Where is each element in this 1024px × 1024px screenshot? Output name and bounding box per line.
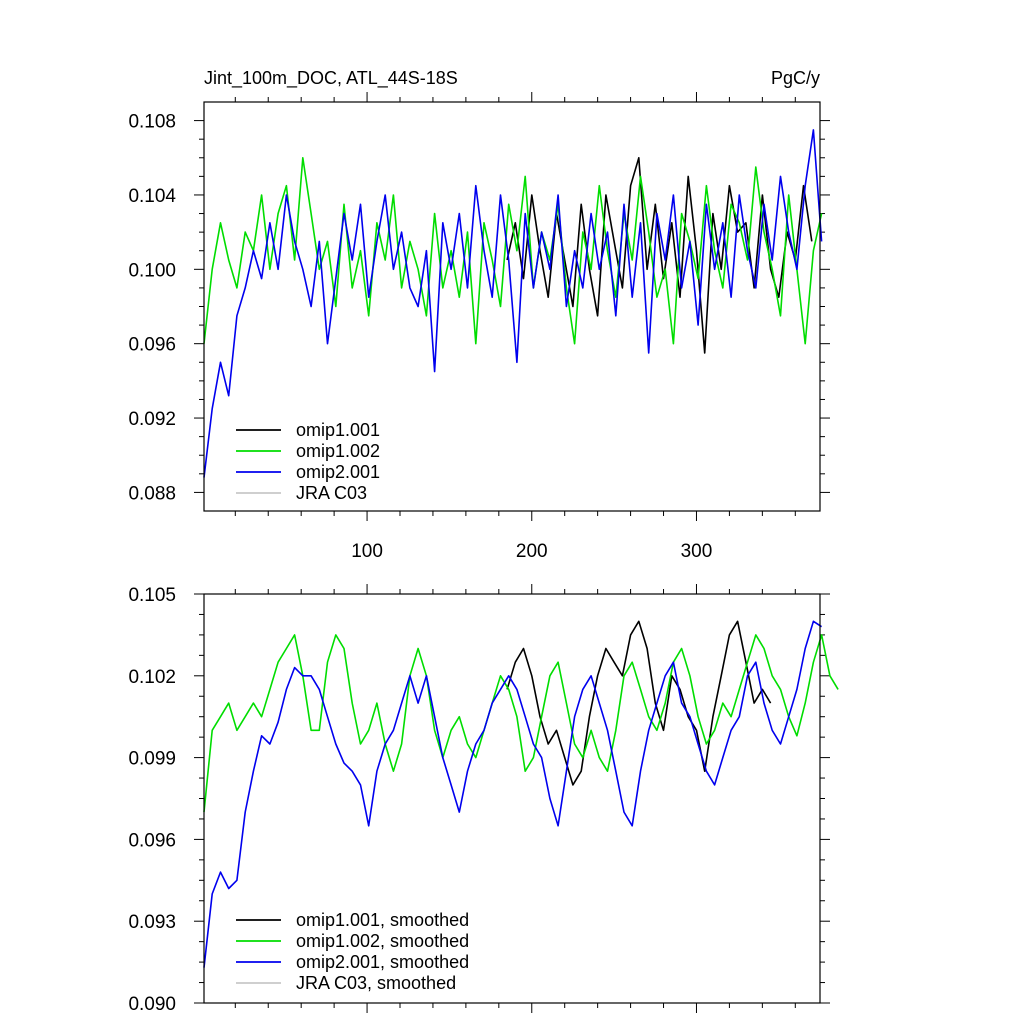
plot-frame	[203, 593, 821, 1004]
x-tick-label: 100	[351, 541, 383, 562]
y-tick-label: 0.108	[128, 112, 176, 133]
top-panel: Jint_100m_DOC, ATL_44S-18S PgC/y 0.088 0.…	[128, 68, 830, 562]
y-tick-label: 0.093	[128, 912, 176, 933]
legend-label: omip2.001	[296, 462, 380, 482]
legend-label: omip1.002, smoothed	[296, 931, 469, 951]
y-tick-label: 0.096	[128, 830, 176, 851]
series-line-omip1-001	[506, 157, 813, 354]
legend-label: JRA C03, smoothed	[296, 973, 456, 993]
x-tick-label: 300	[681, 541, 713, 562]
y-tick-label: 0.105	[128, 585, 176, 606]
chart-title: Jint_100m_DOC, ATL_44S-18S	[204, 68, 458, 89]
y-tick-label: 0.100	[128, 260, 176, 281]
series-line-omip2-001-smoothed	[203, 620, 823, 968]
bottom-panel: 0.090 0.093 0.096 0.099 0.102 0.105 omip1.001,…	[128, 584, 839, 1015]
y-tick-label: 0.090	[128, 994, 176, 1015]
legend-label: omip1.002	[296, 441, 380, 461]
plot-frame	[203, 101, 821, 512]
series-line-omip1-001-smoothed	[506, 620, 772, 786]
y-tick-label: 0.096	[128, 335, 176, 356]
y-tick-label: 0.102	[128, 667, 176, 688]
y-tick-label: 0.088	[128, 483, 176, 504]
series-line-omip1-002-smoothed	[203, 634, 839, 813]
legend-label: omip1.001	[296, 420, 380, 440]
units-label: PgC/y	[771, 68, 820, 88]
legend-label: omip1.001, smoothed	[296, 910, 469, 930]
y-tick-label: 0.099	[128, 749, 176, 770]
legend-label: omip2.001, smoothed	[296, 952, 469, 972]
x-tick-label: 200	[516, 541, 548, 562]
series-line-omip2-001	[203, 129, 823, 478]
y-tick-label: 0.104	[128, 186, 176, 207]
legend-label: JRA C03	[296, 483, 367, 503]
series-line-omip1-002	[203, 157, 823, 345]
y-tick-label: 0.092	[128, 409, 176, 430]
